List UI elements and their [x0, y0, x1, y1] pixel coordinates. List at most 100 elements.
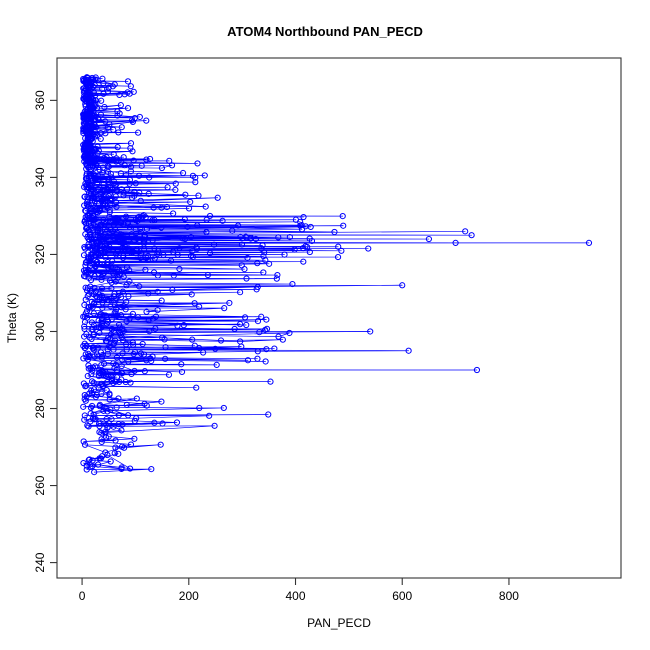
data-point-marker [81, 441, 89, 448]
data-point-marker [138, 162, 145, 169]
data-point-marker [137, 250, 144, 257]
data-point-marker [425, 235, 433, 243]
data-point-marker [103, 421, 110, 428]
plot-border [56, 57, 622, 579]
data-point-marker [189, 253, 197, 261]
data-point-marker [113, 203, 120, 210]
data-point-marker [179, 235, 186, 242]
data-point-marker [265, 411, 272, 418]
data-point-marker [158, 164, 166, 172]
data-point-marker [131, 435, 138, 442]
data-point-marker [115, 450, 122, 457]
data-point-marker [97, 232, 104, 239]
data-point-marker [95, 317, 102, 324]
data-point-marker [254, 260, 261, 267]
data-point-marker [143, 402, 150, 409]
data-point-marker [238, 343, 245, 350]
data-point-marker [206, 212, 214, 220]
data-point-marker [244, 254, 251, 262]
data-point-marker [137, 226, 144, 233]
data-point-marker [211, 422, 218, 429]
data-point-marker [97, 111, 105, 118]
data-point-marker [365, 245, 372, 252]
data-point-marker [116, 378, 123, 386]
data-point-marker [340, 222, 347, 229]
data-point-marker [84, 97, 91, 104]
y-tick-label: 340 [33, 167, 47, 187]
data-point-marker [100, 90, 107, 97]
data-point-marker [182, 191, 189, 198]
data-point-marker [119, 288, 126, 295]
data-point-marker [106, 277, 114, 284]
data-point-marker [140, 351, 148, 358]
data-point-marker [143, 225, 151, 232]
data-point-marker [213, 361, 220, 368]
data-point-marker [90, 310, 97, 317]
data-point-marker [104, 351, 111, 358]
data-point-marker [104, 408, 111, 415]
x-tick-label: 200 [179, 589, 199, 603]
data-point-marker [114, 248, 122, 255]
data-point-marker [169, 286, 176, 293]
data-point-marker [109, 228, 117, 235]
data-point-marker [112, 278, 119, 285]
data-point-marker [127, 168, 135, 175]
data-point-marker [217, 337, 225, 344]
data-point-marker [151, 217, 158, 224]
y-tick-label: 240 [33, 552, 47, 572]
data-point-marker [259, 242, 266, 249]
data-point-marker [129, 248, 136, 256]
data-point-marker [262, 358, 269, 365]
data-point-marker [81, 416, 88, 423]
data-point-marker [129, 339, 136, 346]
data-point-marker [229, 227, 236, 234]
data-point-marker [98, 285, 106, 292]
data-point-marker [119, 350, 126, 357]
data-point-marker [106, 208, 113, 216]
data-point-marker [300, 258, 307, 265]
data-point-marker [118, 245, 126, 252]
data-point-marker [108, 285, 115, 292]
data-point-marker [96, 252, 103, 259]
data-point-marker [191, 300, 198, 307]
data-point-marker [111, 450, 118, 457]
data-point-marker [267, 378, 274, 385]
data-point-marker [139, 340, 146, 348]
data-point-marker [452, 239, 459, 246]
data-point-marker [252, 235, 259, 243]
data-point-marker [130, 341, 137, 348]
data-point-marker [165, 371, 173, 378]
data-point-marker [143, 156, 150, 163]
data-point-marker [119, 421, 126, 428]
data-point-marker [106, 343, 113, 350]
data-point-marker [118, 294, 125, 301]
data-point-marker [121, 444, 128, 451]
data-point-marker [82, 296, 89, 303]
data-point-marker [87, 410, 94, 417]
data-point-marker [84, 356, 92, 363]
data-point-marker [196, 344, 203, 352]
data-point-marker [185, 205, 193, 212]
data-point-marker [170, 272, 177, 279]
data-point-marker [158, 297, 165, 304]
x-tick-label: 800 [499, 589, 519, 603]
data-point-marker [194, 222, 201, 229]
data-point-marker [81, 318, 89, 326]
data-point-marker [158, 398, 165, 405]
data-point-marker [189, 336, 196, 343]
data-point-marker [127, 163, 135, 170]
data-point-marker [262, 257, 269, 264]
data-point-marker [123, 171, 130, 179]
data-point-marker [132, 226, 139, 233]
data-point-marker [114, 237, 121, 244]
data-point-marker [125, 293, 132, 300]
data-point-marker [106, 218, 114, 225]
data-point-marker [81, 244, 88, 251]
data-point-marker [116, 239, 123, 246]
data-point-marker [106, 156, 113, 163]
data-point-marker [152, 325, 159, 332]
data-point-marker [226, 299, 233, 307]
data-point-marker [275, 333, 282, 340]
data-point-marker [88, 236, 95, 243]
data-point-marker [85, 365, 92, 372]
